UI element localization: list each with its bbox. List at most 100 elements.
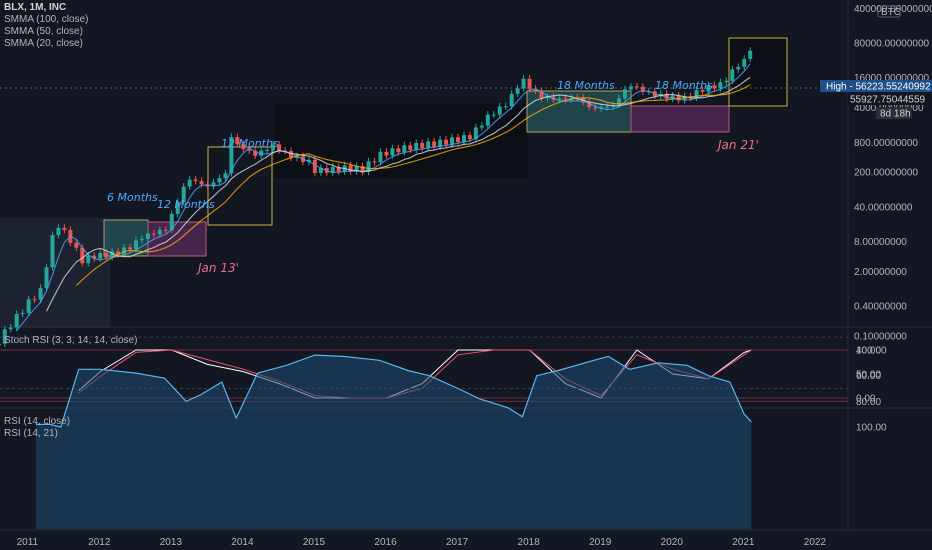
time-tick-label: 2012	[88, 537, 111, 548]
candle-body	[599, 106, 604, 109]
candle-body	[277, 144, 282, 151]
candle-body	[336, 166, 341, 172]
candle-body	[712, 85, 717, 89]
time-tick-label: 2020	[661, 537, 684, 548]
box-base-1	[0, 218, 110, 328]
candle-body	[497, 106, 502, 115]
candle-body	[664, 93, 669, 99]
rsi-title-2[interactable]: RSI (14, 21)	[4, 428, 58, 439]
candle-body	[700, 90, 705, 92]
candle-body	[116, 251, 121, 255]
candle-body	[742, 58, 747, 67]
rsi-panel	[0, 336, 848, 529]
last-price-label: 55927.75044559	[850, 95, 926, 106]
candle-body	[354, 165, 359, 172]
candle-body	[193, 179, 198, 182]
price-tick-label: 2.00000000	[854, 267, 907, 278]
price-tick-label: 80000.00000000	[854, 39, 930, 50]
candle-body	[122, 247, 127, 255]
box-pink-18m	[630, 105, 730, 133]
rsi-tick-label: 80.00	[856, 397, 881, 408]
candle-body	[420, 142, 425, 149]
candle-body	[44, 267, 49, 289]
candle-body	[229, 137, 234, 174]
candle-body	[133, 240, 138, 250]
last-tag-bg	[848, 93, 932, 105]
study-smma-100[interactable]: SMMA (100, close)	[4, 14, 89, 25]
candle-body	[235, 137, 240, 145]
candle-body	[438, 139, 443, 147]
rsi-tick-label: 40.00	[856, 346, 881, 357]
candle-body	[26, 299, 31, 314]
candle-body	[169, 214, 174, 231]
ma-slow-line	[75, 84, 751, 286]
candle-body	[444, 139, 449, 145]
countdown-label: 8d 18h	[880, 109, 911, 120]
price-tick-label: 200.00000000	[854, 168, 918, 179]
symbol-title[interactable]: BLX, 1M, INC	[4, 2, 67, 13]
candle-body	[634, 86, 639, 88]
candle-body	[748, 50, 753, 59]
high-tag-bg	[820, 80, 932, 92]
candle-body	[426, 141, 431, 149]
candle-body	[706, 85, 711, 92]
candle-body	[378, 151, 383, 163]
rsi-title-1[interactable]: RSI (14, close)	[4, 416, 71, 427]
candle-body	[390, 148, 395, 156]
candle-body	[628, 86, 633, 90]
annotation-12-months-b: 12 Months	[221, 137, 279, 150]
candle-body	[145, 233, 150, 240]
price-tick-label: 0.40000000	[854, 302, 907, 313]
stoch-tick-label: 50.00	[856, 370, 881, 381]
annotation-jan-21: Jan 21'	[716, 138, 759, 152]
candle-body	[253, 150, 258, 156]
candle-body	[163, 229, 168, 231]
candle-body	[211, 182, 216, 187]
annotation-18-months-a: 18 Months	[557, 79, 615, 92]
time-tick-label: 2019	[589, 537, 612, 548]
study-smma-20[interactable]: SMMA (20, close)	[4, 38, 83, 49]
rsi-tick-label: 100.00	[856, 423, 887, 434]
candle-body	[533, 88, 538, 91]
annotation-jan-13: Jan 13'	[196, 261, 239, 275]
candle-body	[20, 313, 25, 315]
currency-badge	[877, 5, 901, 18]
candle-body	[187, 179, 192, 187]
candle-body	[503, 106, 508, 108]
candle-body	[617, 98, 622, 105]
candle-body	[8, 327, 13, 330]
box-dark-2014	[274, 104, 528, 178]
candle-body	[587, 102, 592, 108]
candle-body	[372, 161, 377, 163]
candle-body	[14, 313, 19, 328]
candle-body	[98, 252, 103, 259]
candle-body	[56, 227, 61, 236]
candle-body	[450, 137, 455, 145]
price-tick-label: 8.00000000	[854, 237, 907, 248]
stoch-title[interactable]: Stoch RSI (3, 3, 14, 14, close)	[4, 335, 138, 346]
stoch-tick-label: 100.00	[856, 346, 887, 357]
candle-body	[408, 145, 413, 150]
study-smma-50[interactable]: SMMA (50, close)	[4, 26, 83, 37]
candle-body	[74, 242, 79, 248]
candle-body	[396, 148, 401, 153]
candle-body	[366, 161, 371, 173]
candle-body	[80, 247, 85, 264]
candle-body	[491, 114, 496, 116]
time-tick-label: 2013	[160, 537, 183, 548]
time-tick-label: 2016	[374, 537, 397, 548]
candle-body	[104, 252, 109, 258]
ma-fast-line	[16, 63, 751, 332]
candle-body	[86, 255, 91, 264]
candle-body	[217, 178, 222, 183]
candle-body	[289, 151, 294, 159]
candle-body	[605, 106, 610, 108]
candle-body	[2, 329, 7, 344]
candle-body	[92, 255, 97, 259]
price-tick-label: 0.10000000	[854, 332, 907, 343]
candle-body	[402, 145, 407, 153]
candle-body	[467, 135, 472, 140]
candle-body	[50, 235, 55, 268]
